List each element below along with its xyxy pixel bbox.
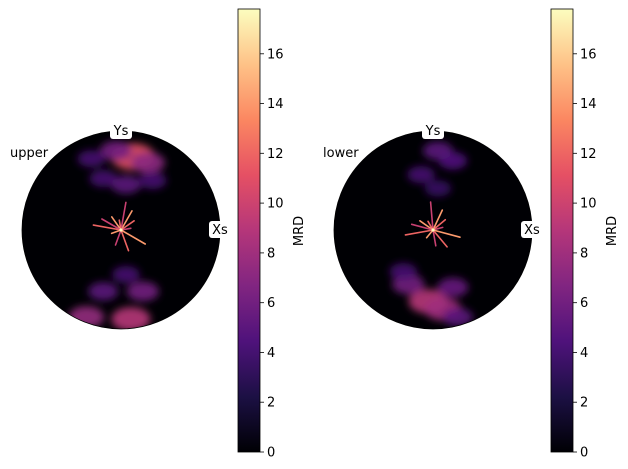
colorbar-gradient <box>237 8 261 453</box>
center-streak <box>92 224 122 231</box>
center-streak <box>120 229 146 245</box>
center-streak <box>404 229 434 236</box>
pole-figure-disk <box>334 131 532 329</box>
pole-figure-lower: lower Ys Xs 0 2 4 6 8 10 12 14 16 MRD <box>323 8 620 461</box>
density-peak <box>88 282 119 301</box>
center-streak <box>110 229 122 235</box>
colorbar-tick-label: 10 <box>580 197 597 212</box>
density-peak <box>89 170 117 187</box>
y-axis-label-box: Ys <box>110 122 132 139</box>
density-peak <box>442 307 473 327</box>
colorbar-label: MRD <box>605 216 620 246</box>
density-peak <box>77 150 106 168</box>
density-peak <box>99 140 133 161</box>
colorbar-tick-label: 16 <box>267 47 284 62</box>
pole-figure-upper: upper Ys Xs 0 2 4 6 8 10 12 14 16 MRD <box>10 8 307 461</box>
x-axis-label: Xs <box>524 223 540 238</box>
center-streak <box>101 218 122 231</box>
colorbar-tick-label: 2 <box>267 396 275 411</box>
pole-figure-disk <box>22 131 220 329</box>
density-peak <box>389 263 418 281</box>
colorbar-tick-label: 10 <box>267 197 284 212</box>
center-peak-dot <box>119 228 123 232</box>
center-streak <box>120 201 127 231</box>
colorbar: 0 2 4 6 8 10 12 14 16 MRD <box>237 8 307 461</box>
center-streak <box>120 229 130 252</box>
center-streak <box>120 220 135 231</box>
center-streak <box>432 229 461 238</box>
center-streak <box>432 209 444 231</box>
colorbar-tick-label: 4 <box>267 346 275 361</box>
center-streak <box>114 229 122 246</box>
colorbar-tick-label: 8 <box>580 246 588 261</box>
x-axis-label: Xs <box>212 223 228 238</box>
plot-title: lower <box>323 146 359 161</box>
center-streak <box>120 210 133 231</box>
center-streak <box>419 220 434 231</box>
x-axis-label-box: Xs <box>521 221 543 238</box>
density-peak <box>424 180 452 197</box>
center-peak-dot <box>431 228 435 232</box>
center-streak <box>429 201 434 231</box>
center-peak <box>92 201 146 252</box>
colorbar-tick-label: 0 <box>267 446 275 461</box>
center-streak <box>425 229 434 239</box>
y-axis-label: Ys <box>113 124 129 139</box>
density-peak <box>112 266 140 284</box>
colorbar-tick-label: 6 <box>580 296 588 311</box>
center-streak <box>432 229 437 247</box>
colorbar-tick-label: 16 <box>580 47 597 62</box>
colorbar-tick-label: 2 <box>580 396 588 411</box>
plot-title: upper <box>10 146 49 161</box>
center-streak <box>410 223 434 231</box>
density-peak <box>407 166 435 184</box>
colorbar-tick-label: 0 <box>580 446 588 461</box>
colorbar: 0 2 4 6 8 10 12 14 16 MRD <box>550 8 620 461</box>
density-peak <box>126 281 159 302</box>
density-peak <box>138 172 167 189</box>
center-peak <box>404 201 461 248</box>
center-streak <box>432 218 447 231</box>
x-axis-label-box: Xs <box>209 221 231 238</box>
colorbar-gradient <box>550 8 574 453</box>
colorbar-ticks: 0 2 4 6 8 10 12 14 16 <box>573 47 597 461</box>
density-peak <box>130 152 165 174</box>
colorbar-tick-label: 14 <box>267 97 284 112</box>
colorbar-tick-label: 6 <box>267 296 275 311</box>
density-peak <box>437 277 469 297</box>
density-peak <box>111 307 151 329</box>
y-axis-label: Ys <box>425 124 441 139</box>
density-peak <box>438 151 468 170</box>
center-streak <box>111 216 122 231</box>
center-streak <box>432 229 448 248</box>
density-peak <box>111 175 141 194</box>
colorbar-label: MRD <box>292 216 307 246</box>
colorbar-tick-label: 14 <box>580 97 597 112</box>
colorbar-tick-label: 8 <box>267 246 275 261</box>
colorbar-tick-label: 12 <box>580 147 597 162</box>
y-axis-label-box: Ys <box>422 122 444 139</box>
colorbar-tick-label: 4 <box>580 346 588 361</box>
colorbar-ticks: 0 2 4 6 8 10 12 14 16 <box>260 47 284 461</box>
colorbar-tick-label: 12 <box>267 147 284 162</box>
